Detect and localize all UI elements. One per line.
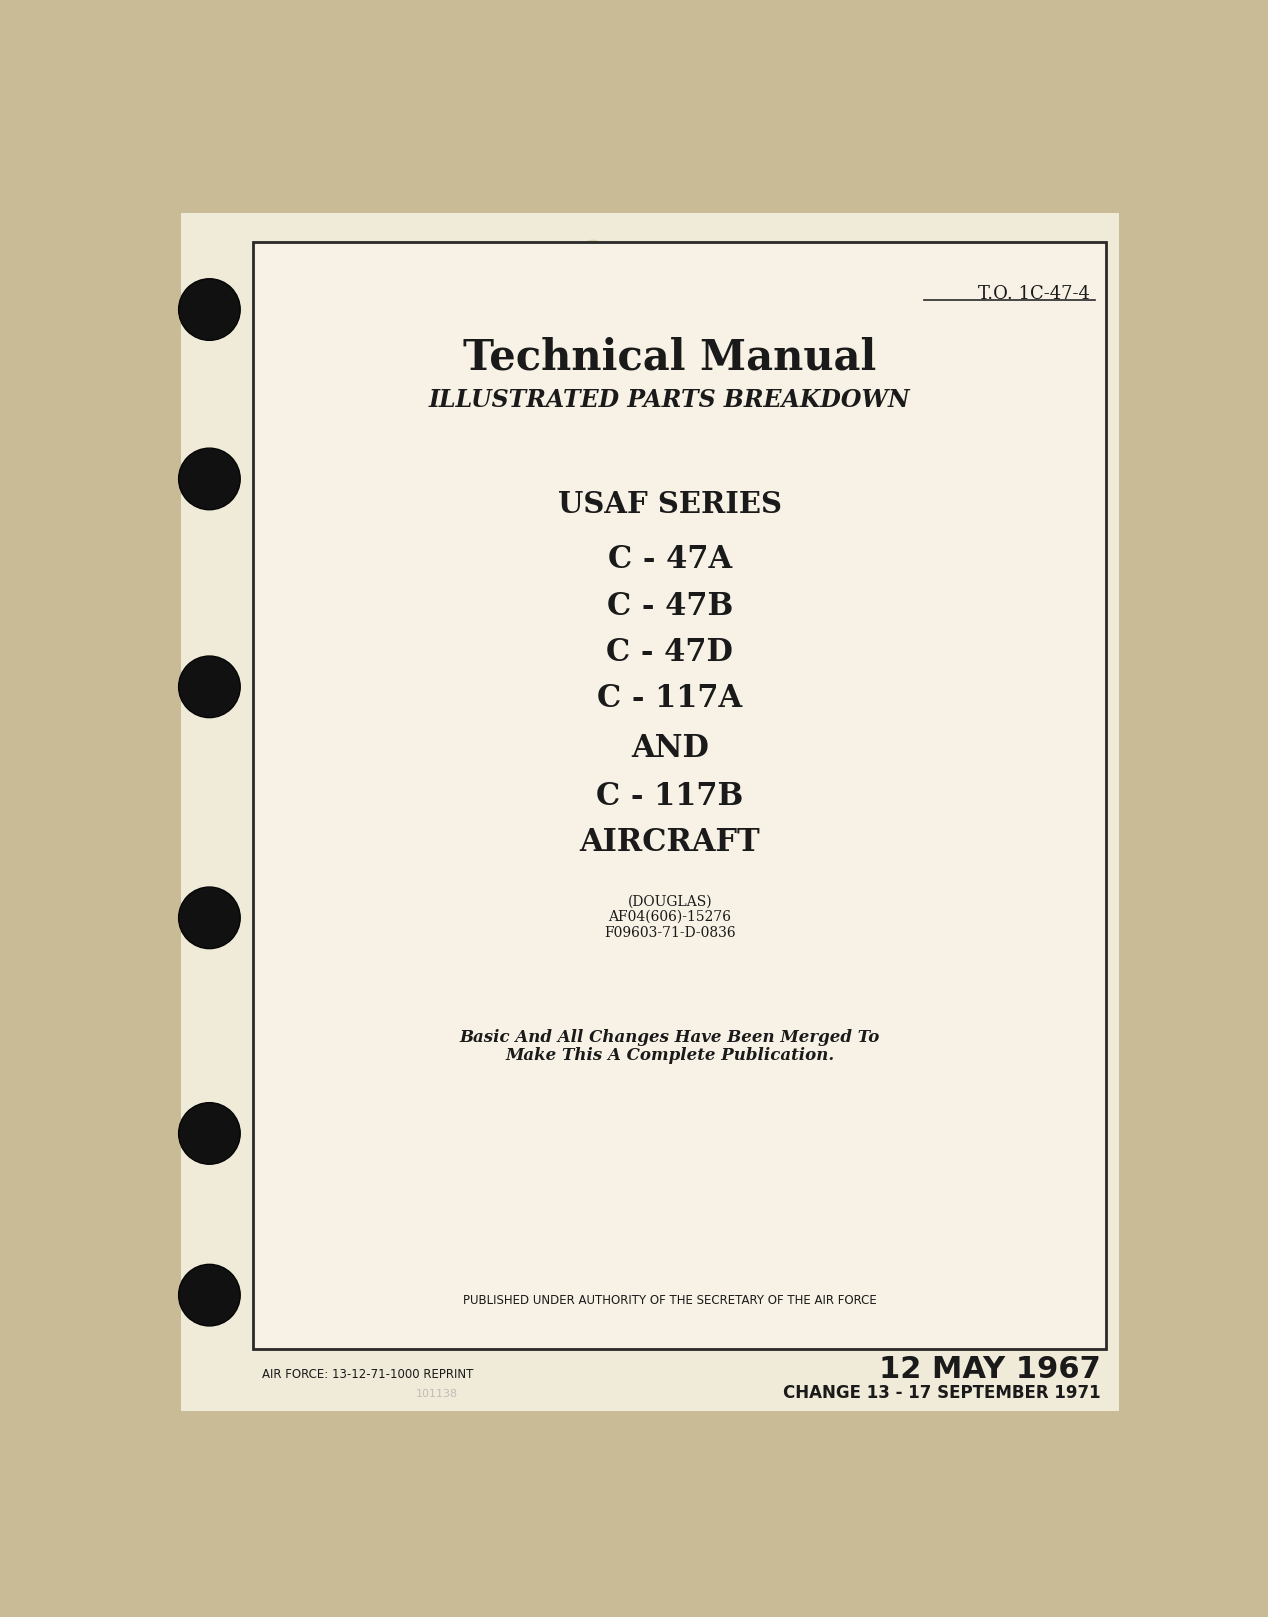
Text: PUBLISHED UNDER AUTHORITY OF THE SECRETARY OF THE AIR FORCE: PUBLISHED UNDER AUTHORITY OF THE SECRETA… (463, 1294, 876, 1307)
Text: ILLUSTRATED PARTS BREAKDOWN: ILLUSTRATED PARTS BREAKDOWN (429, 388, 910, 412)
Circle shape (179, 657, 240, 718)
Text: C - 47A: C - 47A (607, 545, 732, 576)
Circle shape (179, 1264, 240, 1326)
Text: C - 117A: C - 117A (597, 682, 743, 715)
Text: 12 MAY 1967: 12 MAY 1967 (879, 1355, 1101, 1384)
Circle shape (179, 448, 240, 509)
Circle shape (297, 1100, 335, 1137)
Text: AND: AND (631, 733, 709, 765)
Text: CHANGE 13 - 17 SEPTEMBER 1971: CHANGE 13 - 17 SEPTEMBER 1971 (784, 1384, 1101, 1402)
Text: AF04(606)-15276: AF04(606)-15276 (609, 910, 732, 925)
Circle shape (579, 241, 606, 268)
Circle shape (1000, 1287, 1063, 1349)
Text: 101138: 101138 (416, 1389, 458, 1399)
Text: (DOUGLAS): (DOUGLAS) (628, 894, 713, 909)
Text: Make This A Complete Publication.: Make This A Complete Publication. (506, 1048, 834, 1064)
Circle shape (179, 278, 240, 340)
Bar (252, 243, 1106, 1349)
Text: C - 47B: C - 47B (607, 590, 733, 621)
Text: F09603-71-D-0836: F09603-71-D-0836 (604, 925, 735, 939)
Text: AIR FORCE: 13-12-71-1000 REPRINT: AIR FORCE: 13-12-71-1000 REPRINT (261, 1368, 473, 1381)
Text: C - 117B: C - 117B (596, 781, 743, 812)
Circle shape (179, 888, 240, 949)
Text: USAF SERIES: USAF SERIES (558, 490, 782, 519)
Text: Basic And All Changes Have Been Merged To: Basic And All Changes Have Been Merged T… (460, 1030, 880, 1046)
Text: T.O. 1C-47-4: T.O. 1C-47-4 (978, 285, 1089, 302)
Circle shape (179, 1103, 240, 1164)
Text: Technical Manual: Technical Manual (463, 336, 876, 378)
Text: AIRCRAFT: AIRCRAFT (579, 826, 761, 859)
Text: C - 47D: C - 47D (606, 637, 733, 668)
